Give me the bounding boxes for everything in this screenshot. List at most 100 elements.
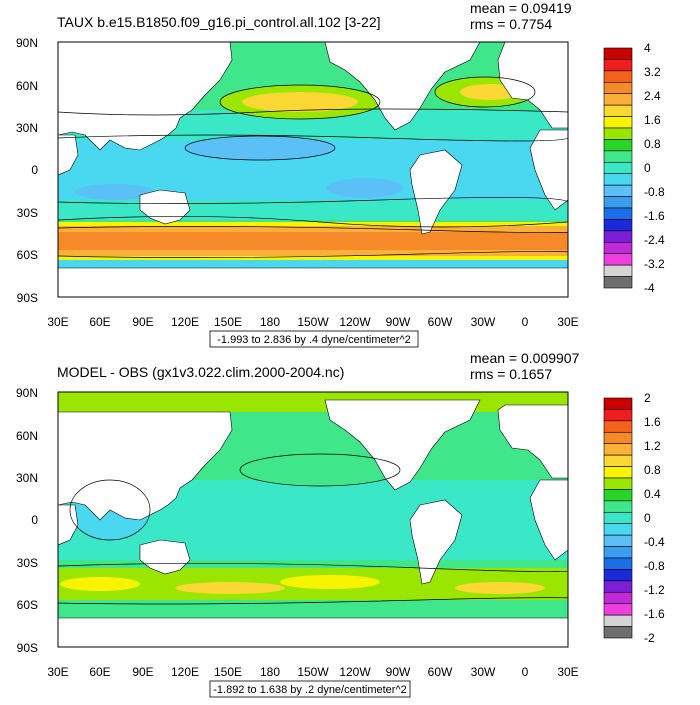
colorbar-label: -2 (644, 631, 655, 645)
colorbar-swatch (603, 477, 633, 490)
colorbar-swatch (603, 500, 633, 513)
east-pacific-cell (185, 136, 335, 160)
colorbar-swatch (603, 614, 633, 627)
lon-label: 30E (557, 315, 578, 329)
lon-label: 180 (260, 315, 280, 329)
southern-ocean-max-4 (455, 582, 545, 594)
lon-label: 0 (522, 665, 529, 679)
panel-1-frame (57, 41, 569, 298)
colorbar-swatch (603, 241, 633, 255)
colorbar-label: 1.6 (644, 113, 661, 127)
lon-label: 60E (89, 665, 110, 679)
panel-1-lat-axis: 90N 60N 30N 0 30S 60S 90S (16, 36, 38, 305)
southern-ocean-max-2 (175, 582, 285, 594)
colorbar-swatch (603, 591, 633, 605)
panel-2-mean: mean = 0.009907 (470, 350, 580, 366)
lat-label: 30N (16, 121, 38, 135)
lat-label: 90N (16, 386, 38, 400)
lon-label: 120E (171, 665, 199, 679)
lon-label: 90W (386, 315, 411, 329)
colorbar-label: -0.4 (644, 535, 665, 549)
colorbar-label: 4 (644, 41, 651, 55)
colorbar-swatch (603, 219, 633, 232)
contour-lines (58, 453, 568, 605)
lon-label: 180 (260, 665, 280, 679)
lon-label: 60W (428, 665, 453, 679)
colorbar-swatch (603, 264, 633, 277)
colorbar-swatch (603, 534, 633, 547)
lon-label: 30E (47, 315, 68, 329)
colorbar-swatch (603, 431, 633, 445)
lat-label: 90N (16, 36, 38, 50)
lon-label: 30E (557, 665, 578, 679)
lat-label: 60S (17, 248, 38, 262)
lon-label: 0 (522, 315, 529, 329)
colorbar-label: -2.4 (644, 233, 665, 247)
lon-label: 120W (339, 665, 371, 679)
lat-label: 30N (16, 471, 38, 485)
indian-ocean-cell (75, 184, 155, 200)
colorbar-label: 2 (644, 391, 651, 405)
lon-label: 60E (89, 315, 110, 329)
southeast-pacific-cell (327, 178, 403, 198)
panel-1-rms: rms = 0.7754 (470, 16, 552, 32)
panel-1-range-box: -1.993 to 2.836 by .4 dyne/centimeter^2 (209, 330, 419, 348)
panel-2-frame (57, 391, 569, 648)
lon-label: 30W (471, 315, 496, 329)
lon-label: 90E (132, 315, 153, 329)
panel-1-lon-axis: 30E 60E 90E 120E 150E 180 150W 120W 90W … (47, 315, 578, 329)
panel-2-range-label: -1.892 to 1.638 by .2 dyne/centimeter^2 (213, 684, 407, 696)
colorbar-swatch (603, 443, 633, 456)
panel-2: MODEL - OBS (gx1v3.022.clim.2000-2004.nc… (16, 350, 665, 698)
lat-label: 90S (17, 291, 38, 305)
colorbar-label: -1.6 (644, 209, 665, 223)
colorbar-swatch (603, 511, 633, 525)
colorbar-swatch (603, 104, 633, 117)
lat-label: 30S (17, 556, 38, 570)
colorbar-label: 3.2 (644, 65, 661, 79)
colorbar-label: -0.8 (644, 559, 665, 573)
colorbar-swatch (603, 59, 633, 72)
panel-2-lat-axis: 90N 60N 30N 0 30S 60S 90S (16, 386, 38, 655)
lon-label: 120E (171, 315, 199, 329)
colorbar-swatch (603, 603, 633, 616)
colorbar-swatch (603, 409, 633, 422)
panel-1-mean: mean = 0.09419 (470, 0, 572, 16)
colorbar-label: 0.4 (644, 487, 661, 501)
colorbar-swatch (603, 70, 633, 83)
colorbar-label: 0.8 (644, 463, 661, 477)
colorbar-swatch (603, 253, 633, 266)
lat-label: 30S (17, 206, 38, 220)
panel-1-range-label: -1.993 to 2.836 by .4 dyne/centimeter^2 (217, 334, 411, 346)
panel-1-map (58, 42, 568, 297)
lon-label: 90E (132, 665, 153, 679)
colorbar-swatch (603, 397, 633, 410)
panel-2-rms: rms = 0.1657 (470, 366, 552, 382)
lat-label: 60N (16, 429, 38, 443)
contour-lines (58, 76, 568, 258)
colorbar-swatch (603, 47, 633, 60)
lat-label: 0 (31, 163, 38, 177)
colorbar-swatch (603, 420, 633, 433)
colorbar-swatch (603, 523, 633, 536)
lon-label: 60W (428, 315, 453, 329)
lon-label: 90W (386, 665, 411, 679)
panel-2-lon-axis: 30E 60E 90E 120E 150E 180 150W 120W 90W … (47, 665, 578, 679)
lon-label: 30W (471, 665, 496, 679)
panel-1: TAUX b.e15.B1850.f09_g16.pi_control.all.… (16, 0, 665, 348)
lat-label: 0 (31, 513, 38, 527)
lon-label: 150E (214, 315, 242, 329)
colorbar-swatch (603, 557, 633, 570)
colorbar-swatch (603, 93, 633, 106)
lat-label: 90S (17, 641, 38, 655)
colorbar-label: 2.4 (644, 89, 661, 103)
panel-2-colorbar: 2 1.6 1.2 0.8 0.4 0 -0.4 -0.8 -1.2 -1.6 -2 (603, 391, 665, 645)
lon-label: 150E (214, 665, 242, 679)
colorbar-label: 1.2 (644, 439, 661, 453)
lon-label: 150W (297, 665, 329, 679)
lat-label: 60N (16, 79, 38, 93)
colorbar-swatch (603, 626, 633, 639)
panel-2-range-box: -1.892 to 1.638 by .2 dyne/centimeter^2 (209, 680, 411, 698)
panel-2-map (58, 392, 568, 647)
